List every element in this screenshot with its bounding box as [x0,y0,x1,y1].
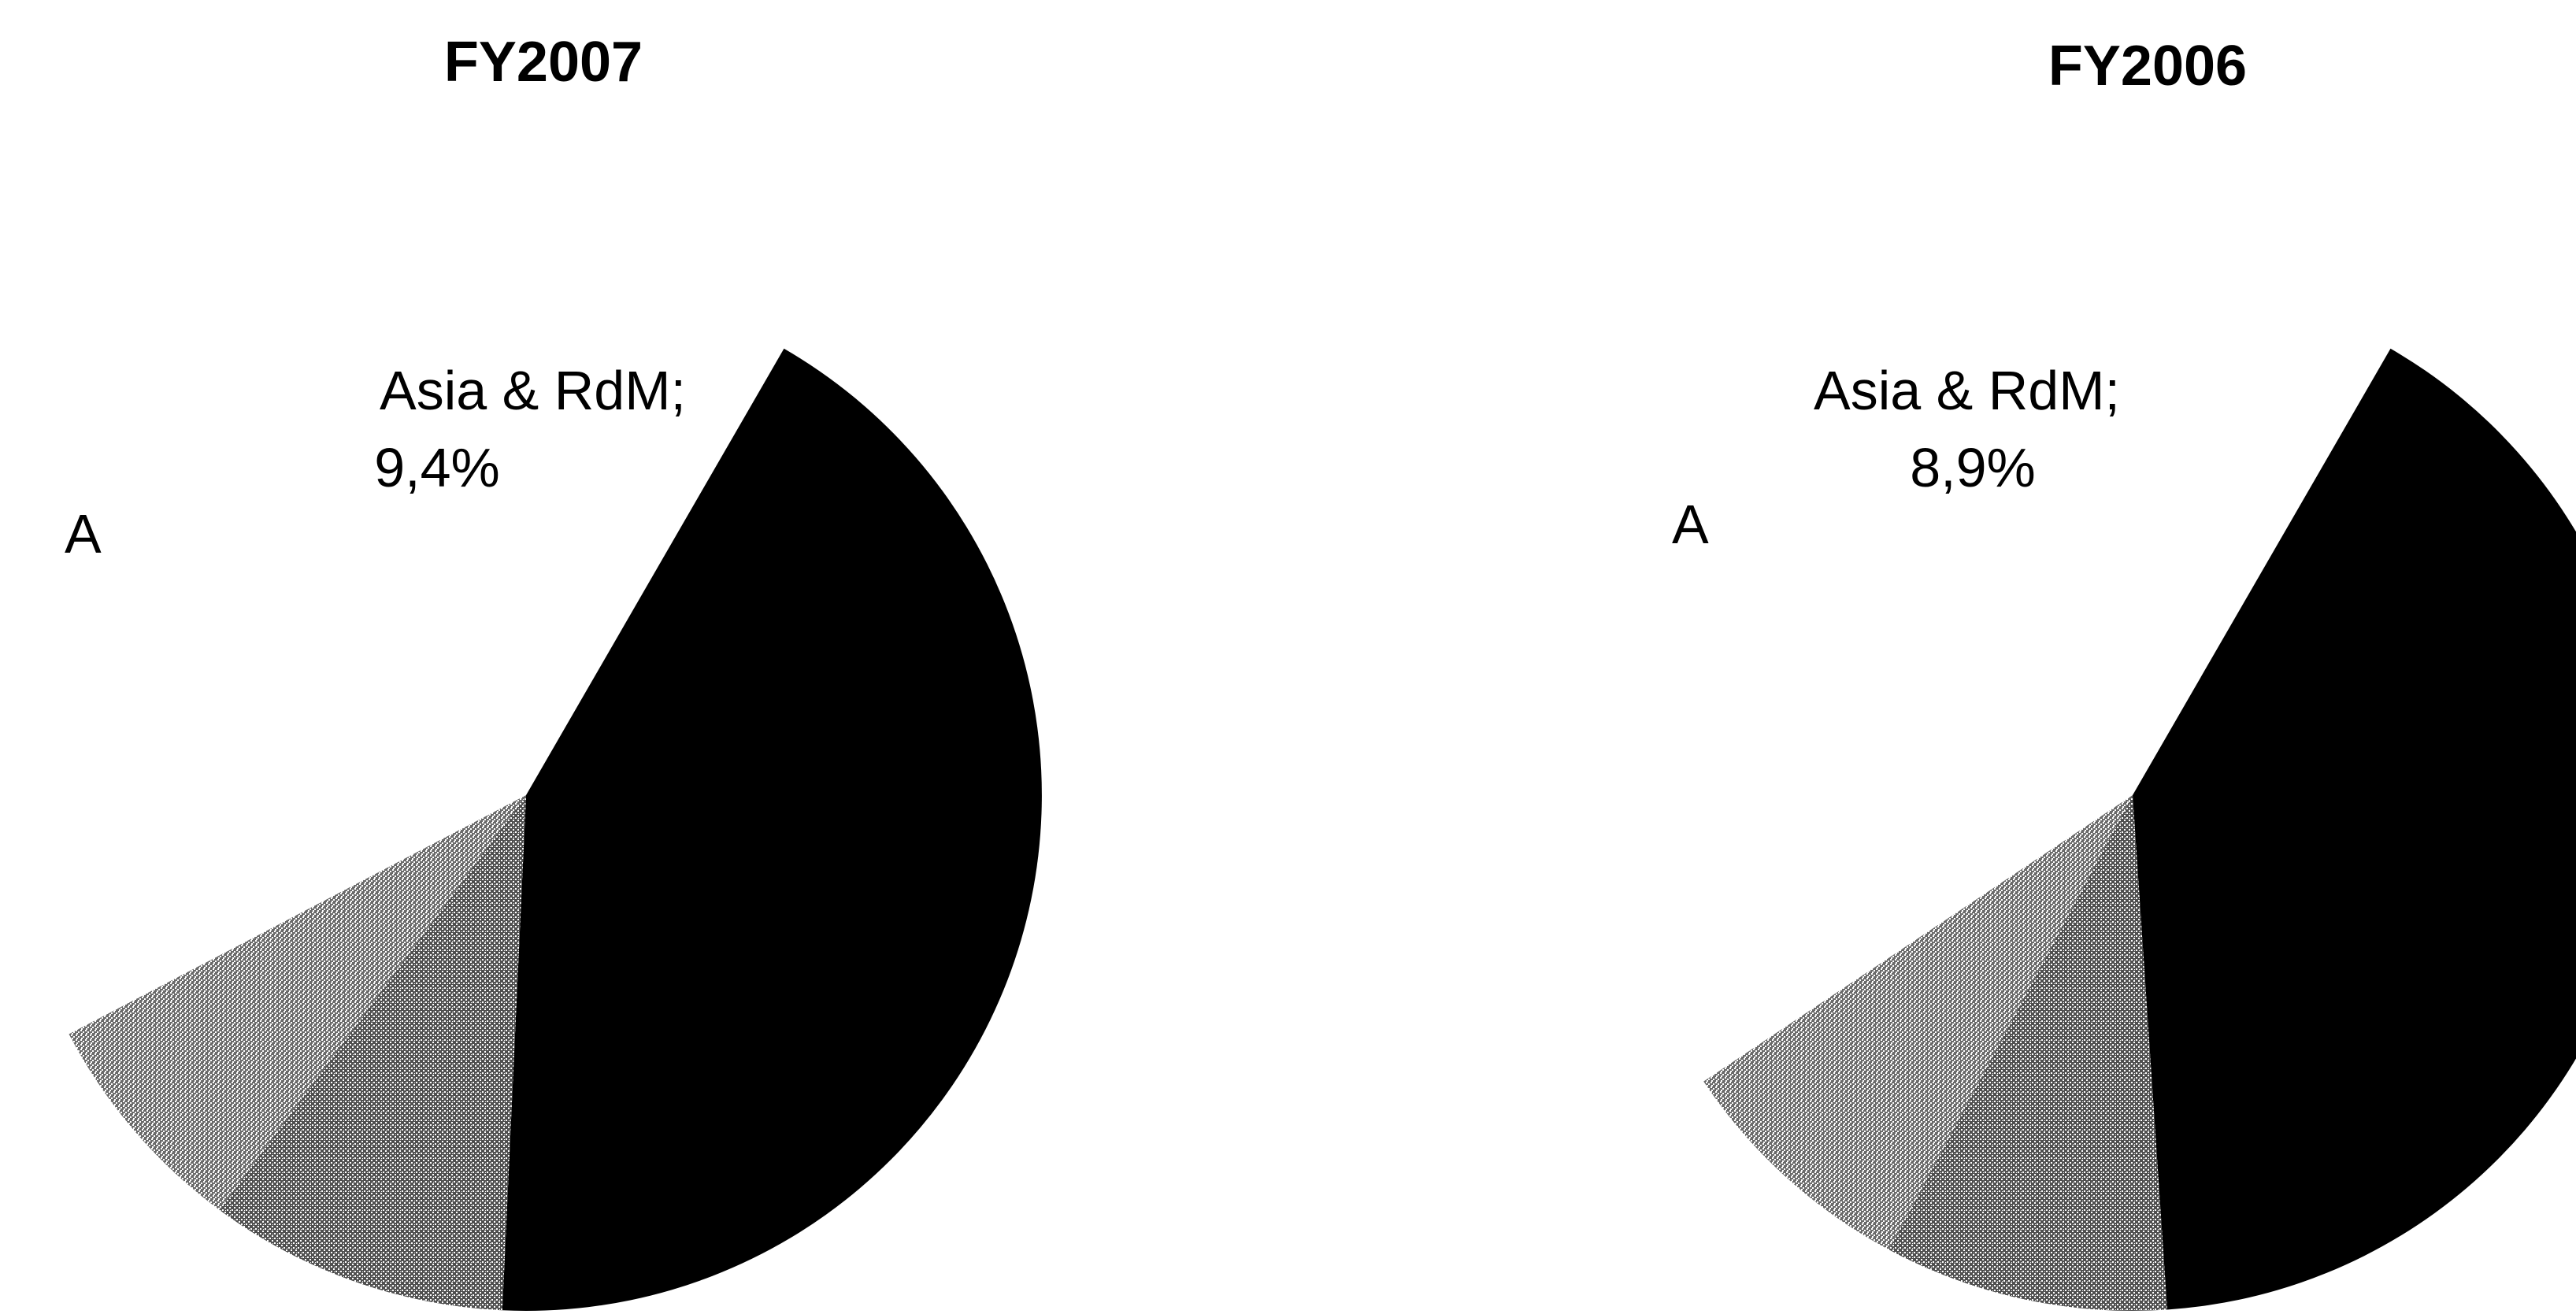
pie-slice-unlabeled-fy2006 [1703,795,2133,1250]
pie-slice-unlabeled-fy2007 [69,795,526,1210]
pie-slices-fy2007 [69,348,1042,1311]
chart-title-fy2006: FY2006 [2048,35,2247,98]
pie-slice-asia-rdm-fy2007 [219,795,526,1311]
slice-label-a-fy2007: A [65,503,102,564]
slice-value-europa-fy2007: 42,4% [717,801,873,862]
pie-slice-europa-ex-espa-a-fy2007 [502,348,1042,1311]
slice-value-asia-rdm-fy2006: 8,9% [1910,437,2036,498]
slice-label-asia-rdm-fy2006: Asia & RdM; [1814,360,2120,421]
slice-label-europa-line1-fy2007: Europa ex- [661,645,930,706]
slice-label-asia-rdm-fy2007: Asia & RdM; [380,360,686,421]
slice-label-a-fy2006: A [1672,494,1709,555]
pie-chart-fy2006: FY2006 Asia & RdM; 8,9% A Europa ex- Esp… [1672,35,2576,1311]
pie-slice-asia-rdm-fy2006 [1888,795,2167,1311]
pie-slices-fy2006 [1703,348,2576,1311]
pie-chart-fy2007: FY2007 Asia & RdM; 9,4% A Europa ex- Esp… [65,31,1042,1311]
slice-value-europa-fy2006: 40,6% [2312,798,2468,859]
slice-label-europa-line2-fy2006: España; [2289,719,2492,780]
pie-slice-europa-ex-espa-a-fy2006 [2133,348,2576,1310]
slice-label-europa-line2-fy2007: España; [695,722,897,783]
chart-title-fy2007: FY2007 [444,31,643,94]
slice-value-asia-rdm-fy2007: 9,4% [374,437,500,498]
slice-label-europa-line1-fy2006: Europa ex- [2255,642,2525,703]
